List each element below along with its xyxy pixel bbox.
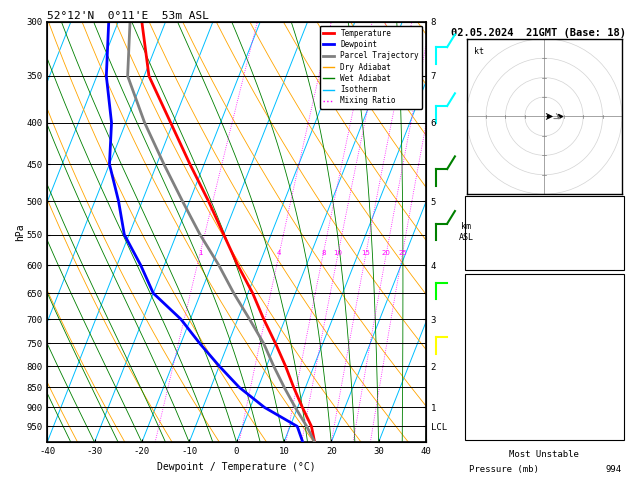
Text: 02.05.2024  21GMT (Base: 18): 02.05.2024 21GMT (Base: 18) [451,28,626,38]
Text: 4: 4 [277,250,282,256]
Bar [465,274,624,440]
Text: CIN (J): CIN (J) [469,411,506,419]
Text: 8: 8 [321,250,326,256]
Y-axis label: km
ASL: km ASL [459,223,474,242]
Text: Dewp (°C): Dewp (°C) [469,318,517,327]
Text: 52: 52 [611,227,622,236]
Text: 994: 994 [606,465,622,474]
X-axis label: Dewpoint / Temperature (°C): Dewpoint / Temperature (°C) [157,462,316,472]
Text: 1: 1 [198,250,203,256]
Text: Most Unstable: Most Unstable [509,451,579,459]
Text: 10: 10 [334,250,343,256]
Text: 15: 15 [362,250,370,256]
Text: 52°12'N  0°11'E  53m ASL: 52°12'N 0°11'E 53m ASL [47,11,209,21]
Text: © weatheronline.co.uk: © weatheronline.co.uk [492,429,597,438]
Text: CAPE (J): CAPE (J) [469,387,511,396]
Text: 243: 243 [606,387,622,396]
Text: Temp (°C): Temp (°C) [469,295,517,304]
Y-axis label: hPa: hPa [15,223,25,241]
Text: 16.5: 16.5 [601,295,622,304]
Text: Surface: Surface [525,280,563,289]
Text: K: K [469,204,474,212]
Text: θε(K): θε(K) [469,341,496,350]
Text: 2.46: 2.46 [601,250,622,259]
Text: 25: 25 [398,250,407,256]
Bar [465,444,624,486]
Text: PW (cm): PW (cm) [469,250,506,259]
Text: 14: 14 [611,318,622,327]
Legend: Temperature, Dewpoint, Parcel Trajectory, Dry Adiabat, Wet Adiabat, Isotherm, Mi: Temperature, Dewpoint, Parcel Trajectory… [320,26,422,108]
Text: 318: 318 [606,341,622,350]
Text: Lifted Index: Lifted Index [469,364,533,373]
Bar [465,196,624,270]
Text: Pressure (mb): Pressure (mb) [469,465,538,474]
Text: Totals Totals: Totals Totals [469,227,538,236]
Text: -1: -1 [611,364,622,373]
Text: 30: 30 [611,204,622,212]
Text: 98: 98 [611,411,622,419]
Text: 20: 20 [382,250,391,256]
